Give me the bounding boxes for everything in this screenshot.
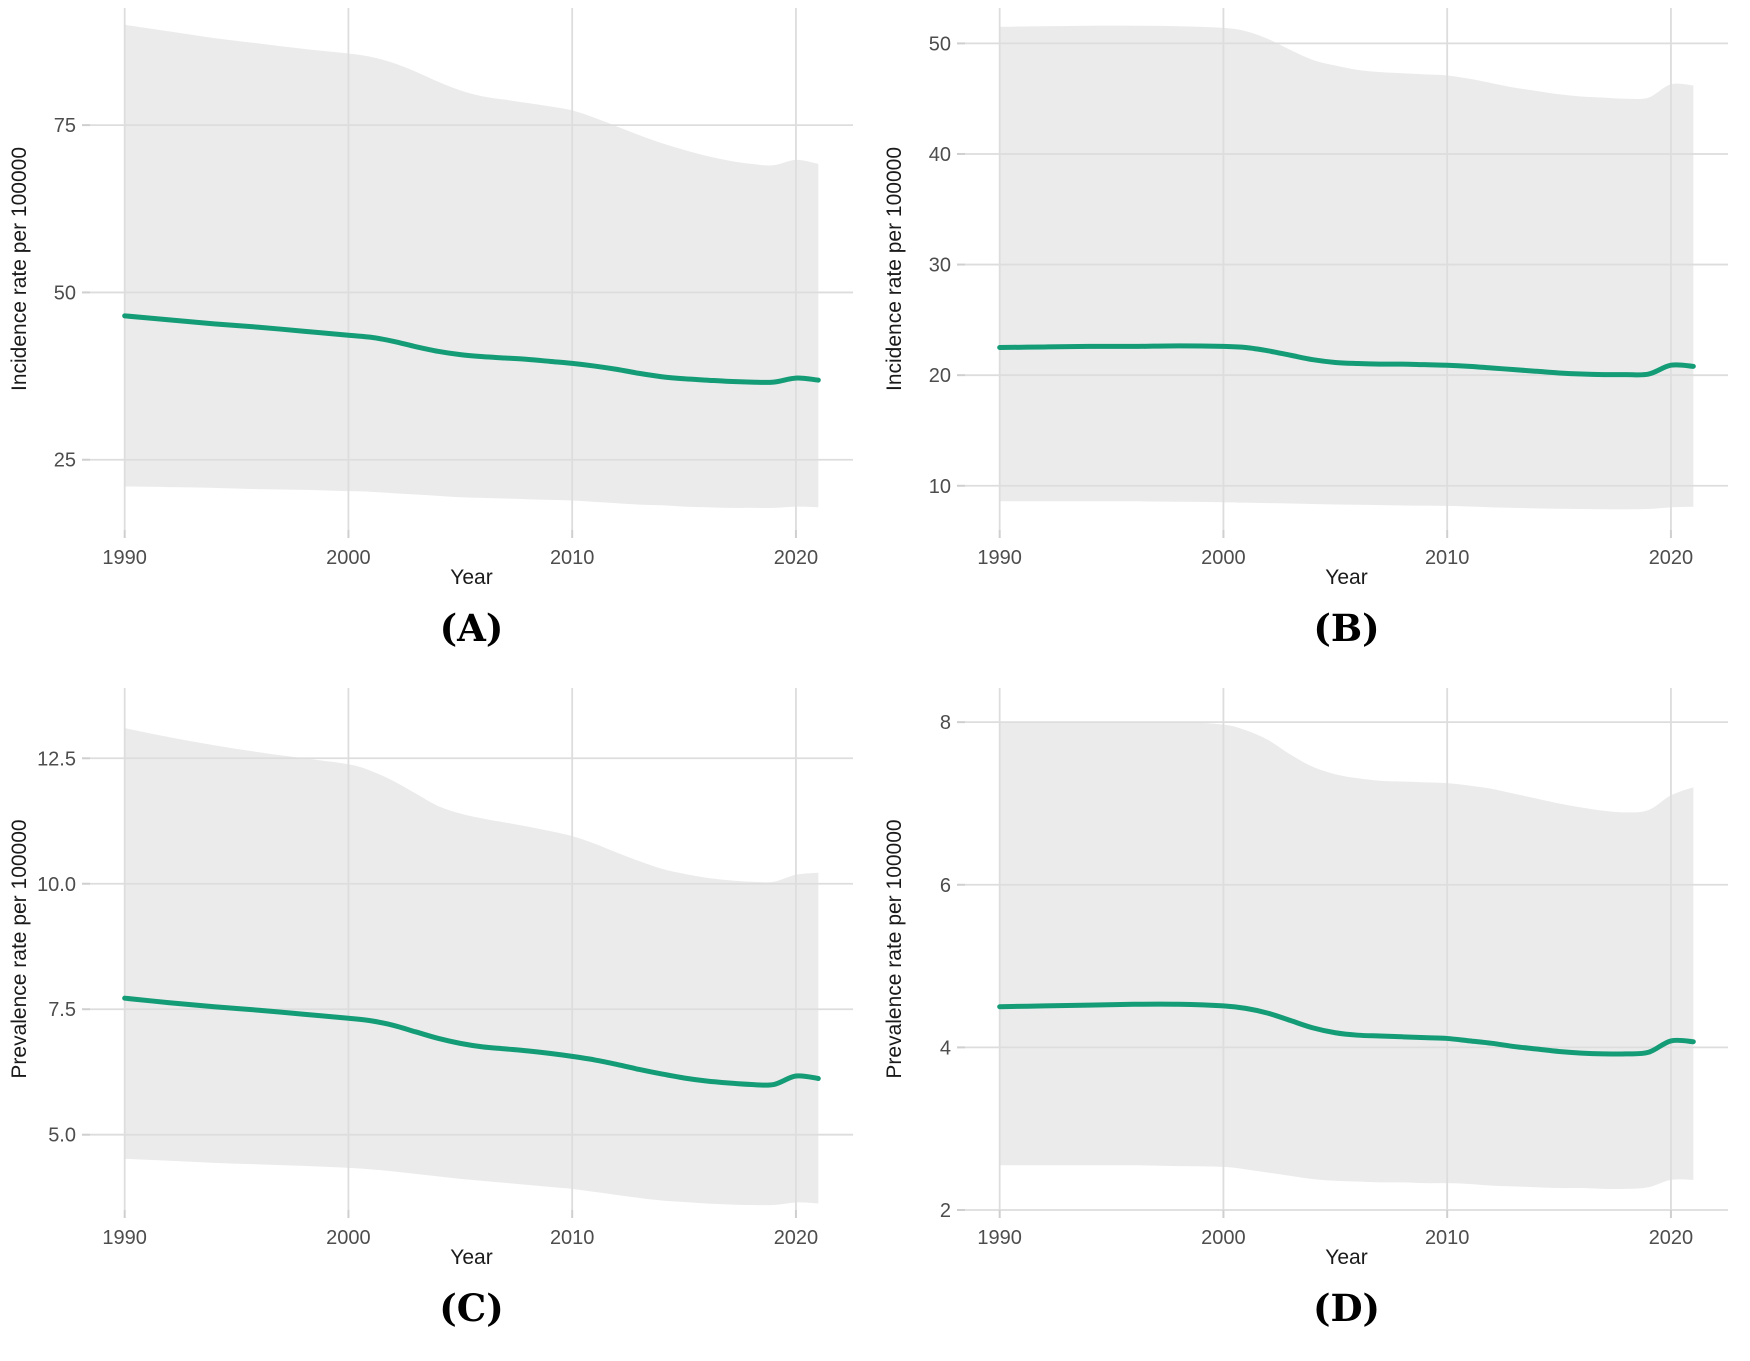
y-axis-title: Prevalence rate per 100000: [8, 819, 31, 1078]
axis-ticks: [82, 124, 797, 538]
confidence-band: [124, 728, 819, 1206]
y-tick-label: 10.0: [37, 874, 76, 896]
x-tick-label: 2020: [1649, 547, 1694, 569]
panel-a: 1990 2000 2010 2020 25 50 75 Year Incidence rate…: [0, 0, 875, 680]
x-axis-title: Year: [450, 566, 492, 589]
panel-label-b: (B): [1313, 606, 1380, 650]
y-tick-label: 25: [54, 450, 76, 472]
panel-label-a: (A): [439, 606, 504, 650]
y-tick-label: 30: [929, 255, 951, 277]
x-tick-label: 2010: [1425, 1227, 1470, 1249]
y-tick-label: 2: [940, 1200, 951, 1222]
y-tick-label: 7.5: [48, 999, 76, 1021]
gridlines: [965, 8, 1728, 530]
y-tick-label: 12.5: [37, 748, 76, 770]
gridlines: [90, 8, 853, 530]
x-axis-title: Year: [450, 1246, 492, 1269]
chart-b: 1990 2000 2010 2020 10 20 30 40 50 Year Incidence …: [883, 8, 1728, 589]
x-tick-label: 2010: [1425, 547, 1470, 569]
x-tick-label: 1990: [102, 547, 147, 569]
axis-ticks: [957, 721, 1672, 1218]
confidence-band: [999, 25, 1694, 510]
panel-b: 1990 2000 2010 2020 10 20 30 40 50 Year Incidence …: [875, 0, 1750, 680]
trend-line: [122, 995, 821, 1088]
confidence-band: [124, 24, 819, 509]
chart-c: 1990 2000 2010 2020 5.0 7.5 10.0 12.5 Year Preval…: [8, 688, 853, 1269]
axis-ticks: [957, 42, 1672, 538]
y-tick-label: 10: [929, 476, 951, 498]
y-tick-label: 8: [940, 712, 951, 734]
x-tick-label: 2000: [326, 1227, 371, 1249]
x-tick-label: 1990: [102, 1227, 147, 1249]
y-tick-label: 50: [929, 33, 951, 55]
trend-line: [997, 1001, 1696, 1057]
trend-line: [997, 343, 1696, 378]
y-tick-label: 6: [940, 875, 951, 897]
axis-ticks: [82, 757, 797, 1218]
x-tick-label: 2020: [774, 547, 819, 569]
trend-line: [122, 313, 821, 385]
confidence-band: [999, 721, 1694, 1190]
y-tick-label: 5.0: [48, 1125, 76, 1147]
chart-a: 1990 2000 2010 2020 25 50 75 Year Incidence rate…: [8, 8, 853, 589]
y-axis-title: Prevalence rate per 100000: [883, 819, 906, 1078]
panel-label-c: (C): [439, 1286, 504, 1330]
x-tick-label: 2010: [550, 547, 595, 569]
x-axis-title: Year: [1325, 566, 1367, 589]
x-tick-label: 2000: [1201, 1227, 1246, 1249]
x-tick-label: 2010: [550, 1227, 595, 1249]
y-tick-label: 40: [929, 144, 951, 166]
x-tick-label: 1990: [977, 1227, 1022, 1249]
y-tick-label: 75: [54, 115, 76, 137]
x-axis-title: Year: [1325, 1246, 1367, 1269]
panel-c: 1990 2000 2010 2020 5.0 7.5 10.0 12.5 Year Preval…: [0, 680, 875, 1361]
y-tick-label: 50: [54, 282, 76, 304]
x-tick-label: 2020: [774, 1227, 819, 1249]
y-axis-title: Incidence rate per 100000: [8, 147, 31, 391]
gridlines: [965, 688, 1728, 1211]
x-tick-label: 1990: [977, 547, 1022, 569]
panel-label-d: (D): [1312, 1286, 1381, 1330]
y-tick-label: 20: [929, 365, 951, 387]
x-tick-label: 2000: [326, 547, 371, 569]
x-tick-label: 2020: [1649, 1227, 1694, 1249]
chart-d: 1990 2000 2010 2020 2 4 6 8 Year Prevalence rate …: [883, 688, 1728, 1269]
x-tick-label: 2000: [1201, 547, 1246, 569]
y-tick-label: 4: [940, 1037, 951, 1059]
y-axis-title: Incidence rate per 100000: [883, 147, 906, 391]
panel-d: 1990 2000 2010 2020 2 4 6 8 Year Prevalence rate …: [875, 680, 1750, 1361]
